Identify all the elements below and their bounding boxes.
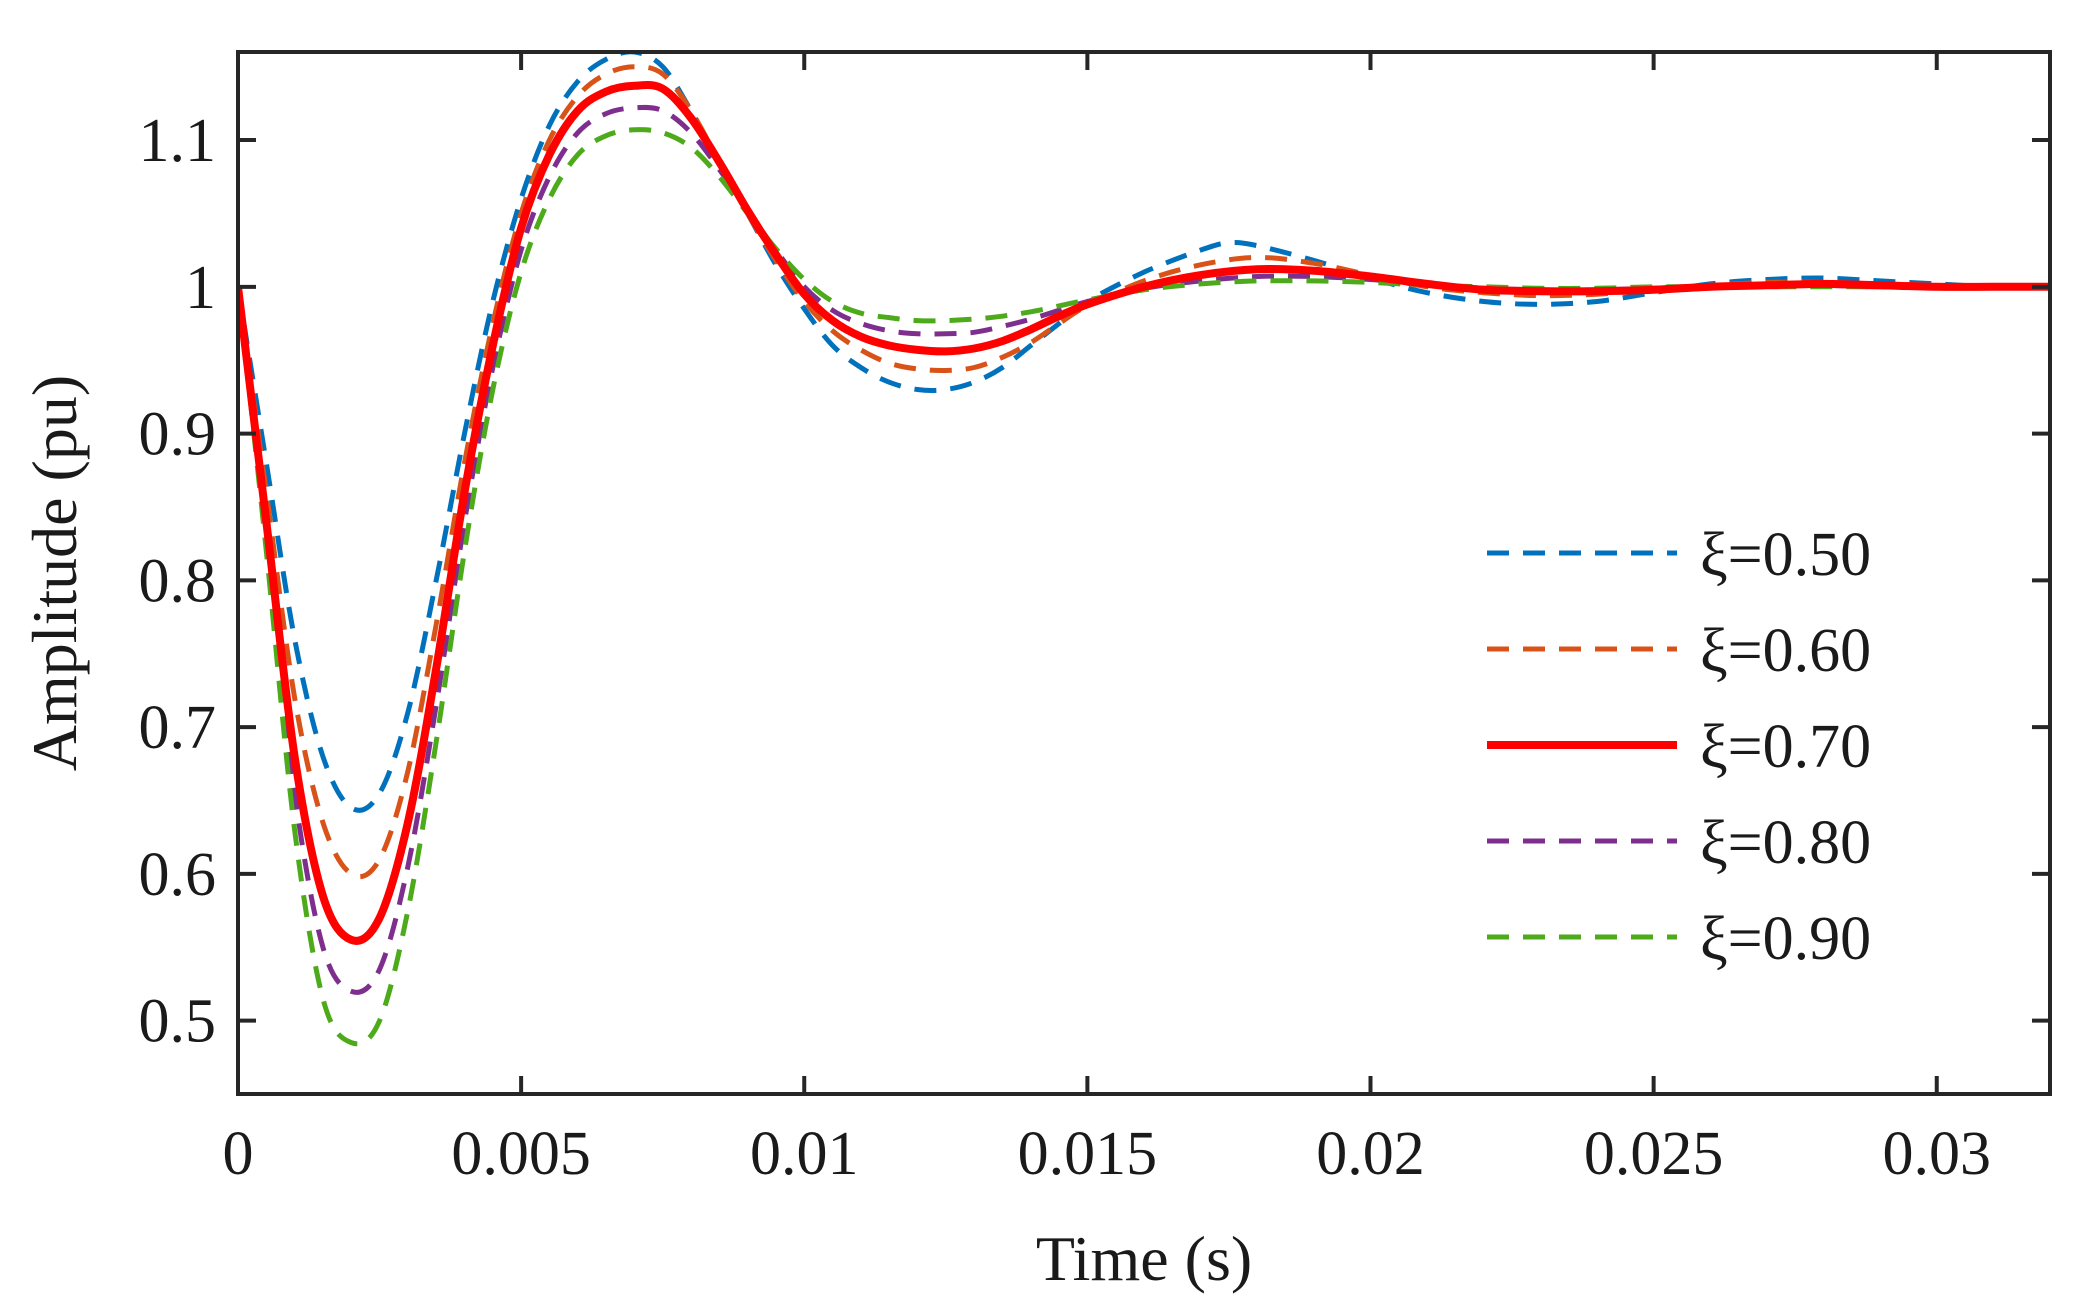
series-line xyxy=(238,52,2050,813)
legend-label: ξ=0.90 xyxy=(1700,905,1871,973)
y-axis-label: Amplitude (pu) xyxy=(19,375,90,771)
legend-label: ξ=0.50 xyxy=(1700,521,1871,589)
series-line xyxy=(238,104,2050,995)
series-line xyxy=(238,81,2050,945)
y-tick-label: 0.8 xyxy=(139,547,217,615)
legend-label: ξ=0.80 xyxy=(1700,809,1871,877)
x-tick-label: 0.03 xyxy=(1883,1120,1992,1188)
x-tick-label: 0.01 xyxy=(750,1120,859,1188)
x-tick-label: 0.005 xyxy=(451,1120,591,1188)
plot-frame xyxy=(236,50,2052,1096)
y-tick-label: 0.7 xyxy=(139,694,217,762)
x-tick-label: 0.025 xyxy=(1584,1120,1724,1188)
y-tick-label: 0.5 xyxy=(139,988,217,1056)
series-layer xyxy=(238,52,2050,1047)
ticks-layer: 0 0.005 0.01 0.015 0.02 0.025 0.03 0.5 0.6 0.7 0.8… xyxy=(139,52,2050,1188)
legend-label: ξ=0.60 xyxy=(1700,617,1871,685)
y-tick-label: 1.1 xyxy=(139,107,217,175)
y-tick-label: 0.9 xyxy=(139,401,217,469)
legend: ξ=0.50 ξ=0.60 ξ=0.70 ξ=0.80 ξ=0.90 xyxy=(1487,521,1871,973)
x-tick-label: 0 xyxy=(223,1120,254,1188)
y-tick-label: 0.6 xyxy=(139,841,217,909)
legend-label: ξ=0.70 xyxy=(1700,713,1871,781)
y-tick-label: 1 xyxy=(185,254,216,322)
x-axis-label: Time (s) xyxy=(1036,1223,1252,1294)
x-tick-label: 0.02 xyxy=(1316,1120,1425,1188)
x-tick-label: 0.015 xyxy=(1018,1120,1158,1188)
